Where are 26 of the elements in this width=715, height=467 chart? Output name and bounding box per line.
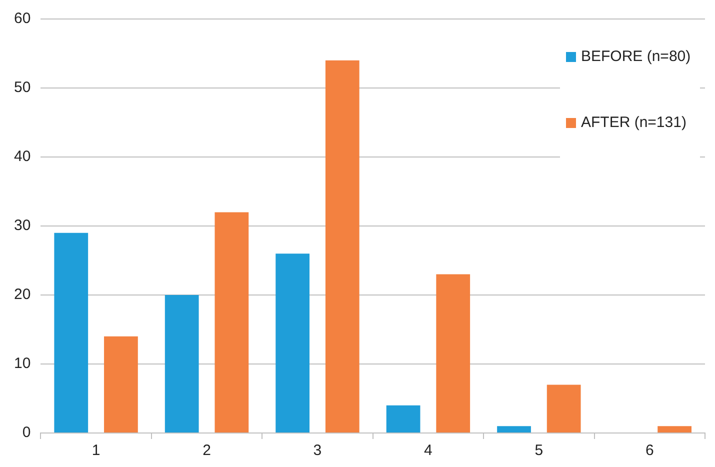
x-tick-label: 4 — [424, 442, 432, 460]
bar — [214, 212, 249, 432]
x-tick-label: 5 — [534, 442, 544, 460]
bar — [436, 274, 470, 432]
y-tick-label: 50 — [14, 79, 31, 96]
bar — [164, 295, 199, 432]
bar — [386, 405, 420, 432]
y-tick-label: 30 — [14, 217, 31, 234]
bar — [276, 254, 310, 432]
bar — [658, 426, 692, 432]
x-tick-label: 6 — [645, 442, 654, 460]
bar — [546, 384, 581, 432]
y-tick-label: 60 — [14, 10, 31, 28]
legend-label: AFTER (n=131) — [581, 114, 686, 132]
legend-label: BEFORE (n=80) — [581, 48, 691, 66]
x-tick-label: 1 — [92, 442, 100, 460]
x-tick-label: 3 — [313, 442, 322, 460]
y-tick-label: 40 — [14, 148, 31, 166]
y-tick-label: 20 — [14, 286, 31, 304]
x-tick-label: 2 — [202, 442, 211, 460]
bar — [497, 426, 531, 432]
y-tick-label: 0 — [22, 424, 31, 442]
bar — [325, 60, 360, 432]
bar — [104, 336, 138, 432]
bar — [54, 232, 88, 432]
y-tick-label: 10 — [14, 355, 31, 372]
